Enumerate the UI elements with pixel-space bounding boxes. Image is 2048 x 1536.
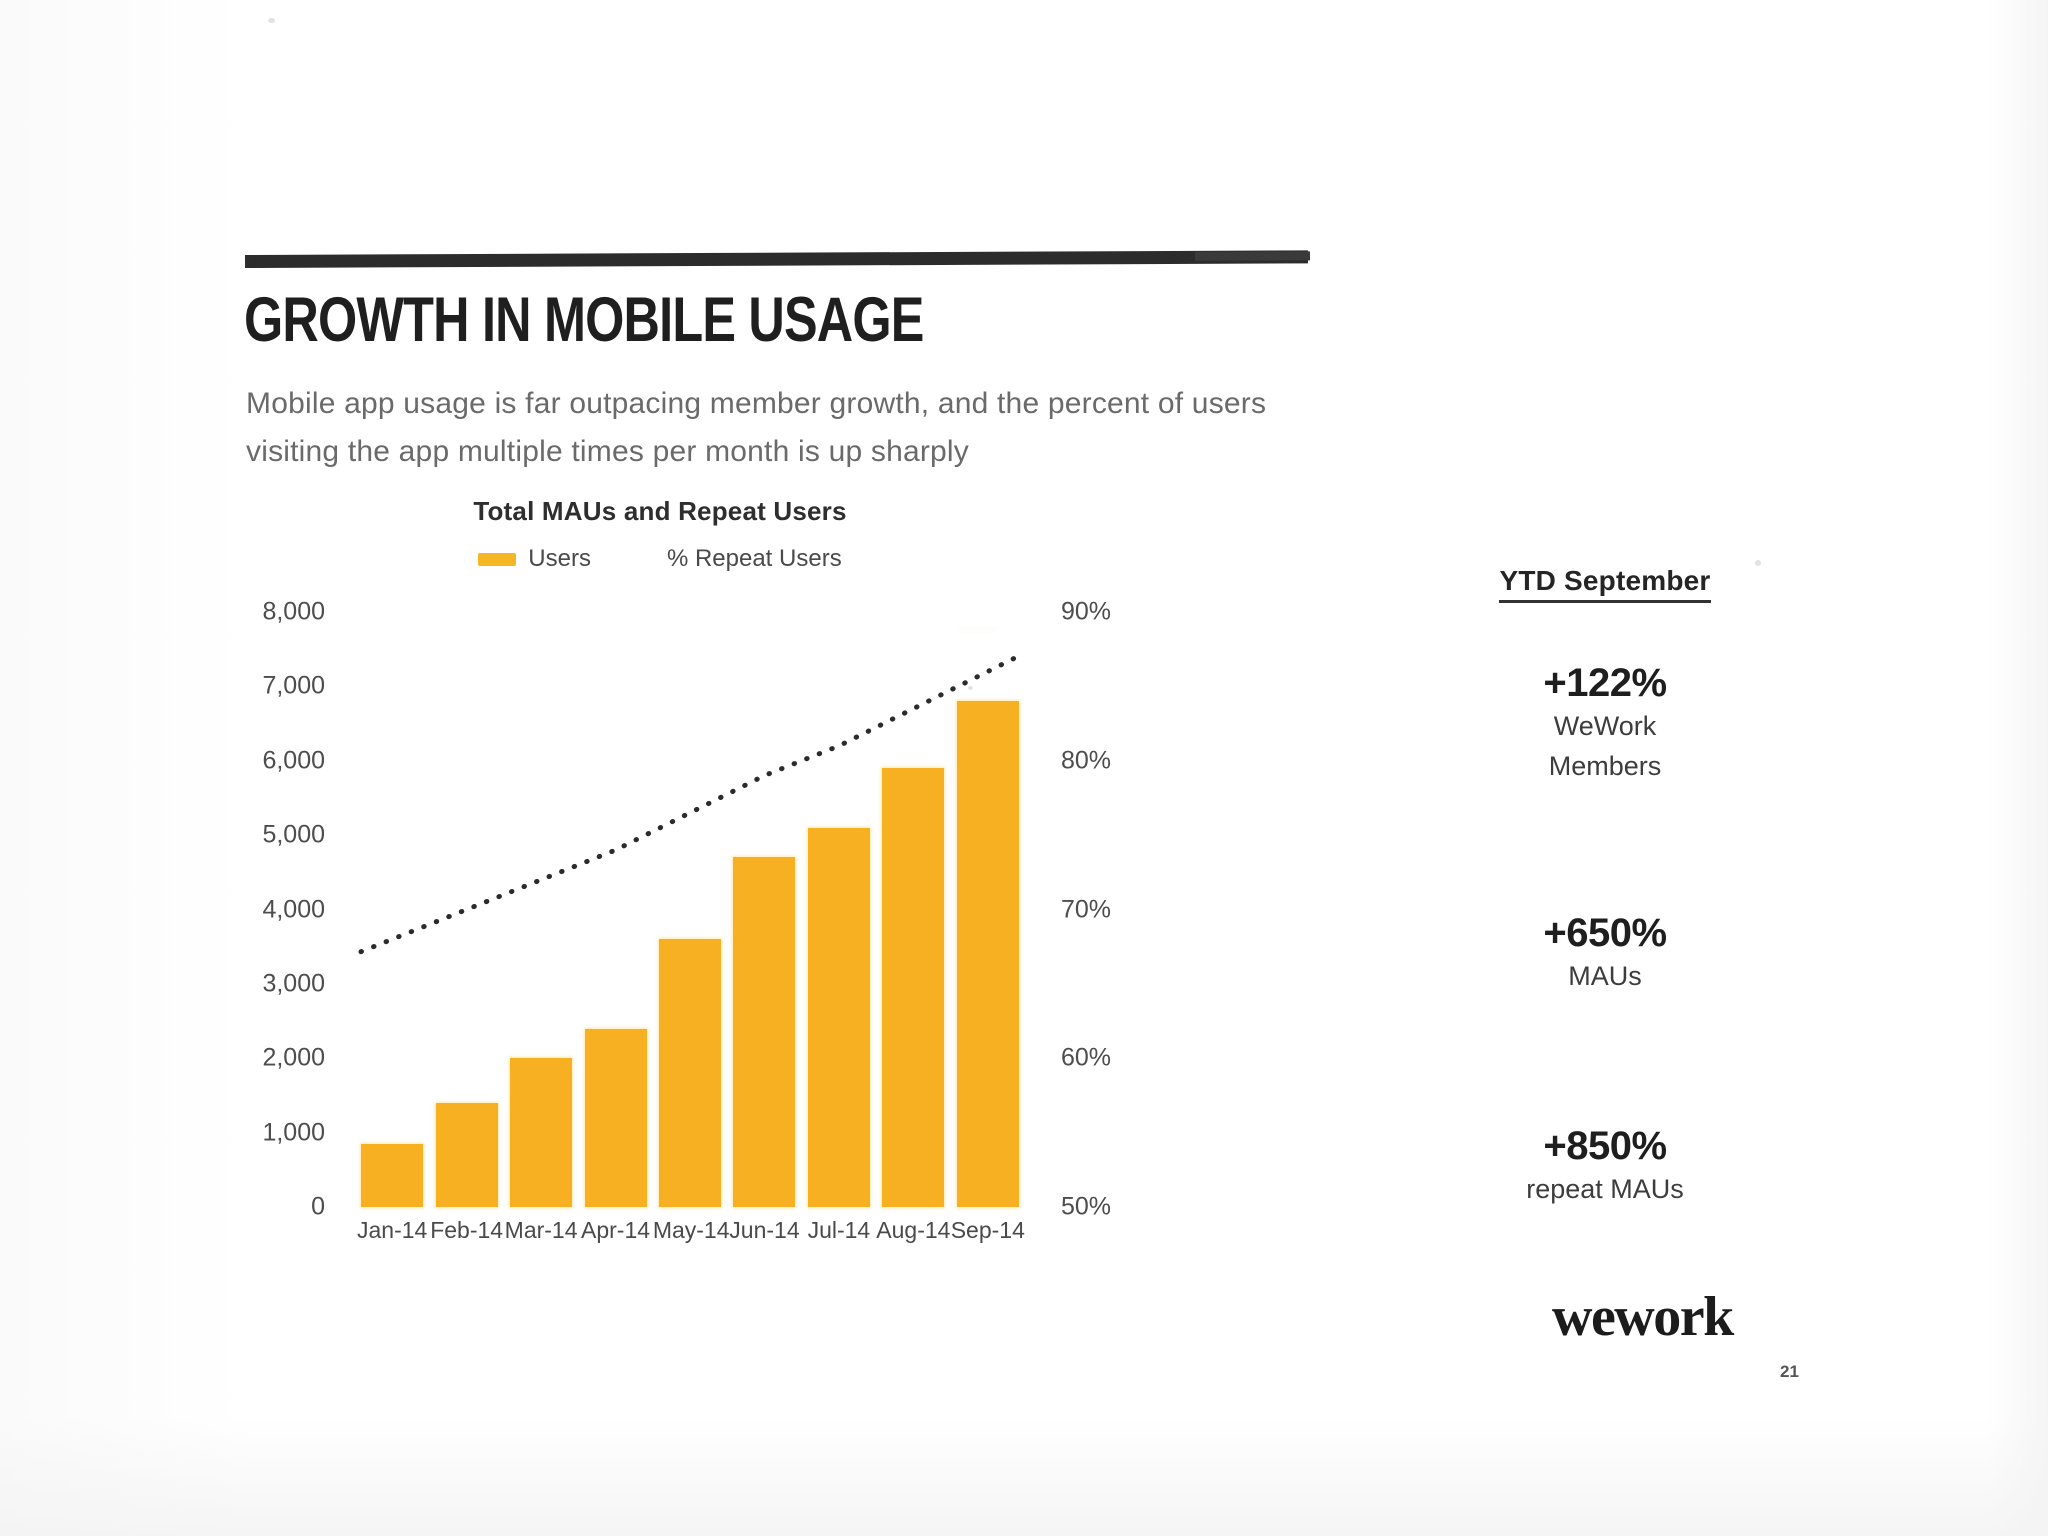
x-axis-tick-label: Apr-14 <box>581 1217 651 1243</box>
bar-group <box>355 612 1025 1207</box>
bar-aug-14 <box>882 768 945 1207</box>
kpi-item-repeat-maus: +850% repeat MAUs <box>1440 1124 1770 1209</box>
kpi-caption-repeat-maus: repeat MAUs <box>1526 1174 1684 1204</box>
kpi-column: YTD September +122% WeWork Members +650%… <box>1440 565 1770 1209</box>
y-axis-right-tick: 80% <box>1061 746 1112 775</box>
chart-container: Total MAUs and Repeat Users Users % Repe… <box>245 490 1365 1280</box>
x-axis-tick-label: Jan-14 <box>357 1217 428 1243</box>
legend-label-users: Users <box>528 545 591 572</box>
kpi-header: YTD September <box>1499 565 1711 603</box>
bar-feb-14 <box>435 1102 498 1207</box>
kpi-value-members: +122% <box>1543 661 1667 705</box>
y-axis-right-tick: 50% <box>1061 1192 1112 1221</box>
scan-tint-right <box>1988 0 2048 1536</box>
kpi-value-maus: +650% <box>1543 911 1667 955</box>
legend-label-repeat-users: % Repeat Users <box>666 545 842 572</box>
bar-slot <box>876 612 950 1207</box>
bar-slot <box>578 612 652 1207</box>
y-axis-right-tick: 60% <box>1061 1043 1112 1072</box>
bar-may-14 <box>658 939 721 1207</box>
y-axis-left-tick: 6,000 <box>262 746 325 775</box>
scan-speck <box>268 18 275 23</box>
bar-slot <box>504 612 578 1207</box>
x-axis-tick-label: Aug-14 <box>876 1217 951 1243</box>
x-axis-tick-label: Feb-14 <box>430 1217 504 1243</box>
bar-slot <box>802 612 876 1207</box>
y-axis-left-tick: 7,000 <box>262 671 325 700</box>
y-axis-right: 50% 60% 70% 80% 90% <box>1035 598 1155 1221</box>
bar-sep-14 <box>956 626 1019 1207</box>
kpi-item-members: +122% WeWork Members <box>1440 661 1770 786</box>
y-axis-right-tick: 70% <box>1061 895 1112 923</box>
x-axis-labels: Jan-14 Feb-14 Mar-14 Apr-14 May-14 Jun-14 Jul-… <box>355 1217 1025 1244</box>
bar-slot <box>951 612 1025 1207</box>
legend-item-users: Users <box>478 545 591 573</box>
bar-jan-14 <box>361 1143 424 1207</box>
legend-swatch-icon <box>478 552 517 566</box>
x-axis-tick-label: May-14 <box>652 1217 730 1243</box>
y-axis-left-tick: 1,000 <box>262 1118 325 1147</box>
scan-speck <box>1755 560 1761 566</box>
x-axis-tick-label: Mar-14 <box>504 1217 578 1243</box>
page-title: GROWTH IN MOBILE USAGE <box>244 285 924 355</box>
kpi-caption-members-line1: WeWork <box>1553 711 1657 741</box>
x-axis-tick-label: Jul-14 <box>807 1217 871 1243</box>
scan-edge-left <box>0 0 250 1536</box>
plot-area <box>355 612 1025 1207</box>
title-rule <box>244 250 1309 268</box>
bar-jun-14 <box>733 857 796 1207</box>
x-axis-tick-label: Sep-14 <box>950 1217 1025 1243</box>
y-axis-left-tick: 2,000 <box>262 1043 325 1072</box>
y-axis-left-tick: 8,000 <box>262 597 325 626</box>
chart-legend: Users % Repeat Users <box>245 545 1075 573</box>
kpi-caption-members-line2: Members <box>1548 751 1662 781</box>
bar-slot <box>355 612 429 1207</box>
wework-logo: wework <box>1552 1286 1734 1348</box>
bar-slot <box>653 612 727 1207</box>
bar-jul-14 <box>807 827 870 1207</box>
kpi-value-repeat-maus: +850% <box>1543 1124 1667 1168</box>
y-axis-right-tick: 90% <box>1061 597 1112 626</box>
bar-mar-14 <box>510 1058 573 1207</box>
x-axis-tick-label: Jun-14 <box>729 1217 800 1243</box>
y-axis-left: 0 1,000 2,000 3,000 4,000 5,000 6,000 7,000 8,00… <box>235 598 343 1221</box>
kpi-item-maus: +650% MAUs <box>1440 911 1770 996</box>
bar-slot <box>727 612 801 1207</box>
y-axis-left-tick: 0 <box>311 1192 325 1221</box>
scan-artifact <box>958 626 997 633</box>
bar-apr-14 <box>584 1028 647 1207</box>
chart-title: Total MAUs and Repeat Users <box>473 496 847 526</box>
y-axis-left-tick: 5,000 <box>262 820 325 849</box>
scan-tint-bottom <box>0 1416 2048 1536</box>
kpi-caption-maus: MAUs <box>1568 961 1642 991</box>
y-axis-left-tick: 4,000 <box>262 895 325 923</box>
page-subtitle: Mobile app usage is far outpacing member… <box>246 387 1267 468</box>
bar-slot <box>429 612 503 1207</box>
y-axis-left-tick: 3,000 <box>262 969 325 998</box>
scan-speck <box>968 686 973 690</box>
page-number: 21 <box>1780 1362 1799 1381</box>
legend-item-repeat-users: % Repeat Users <box>667 545 842 573</box>
